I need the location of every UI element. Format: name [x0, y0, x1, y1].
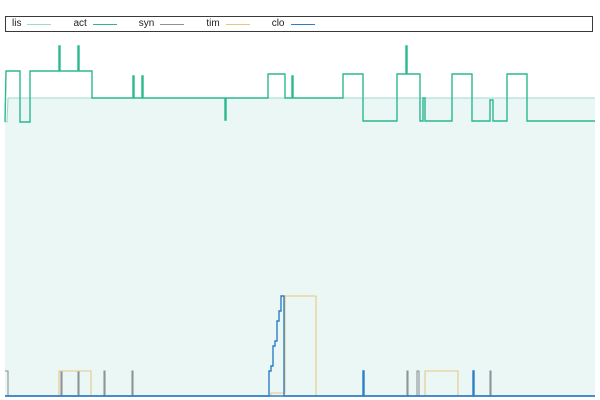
series-line-tim	[5, 295, 595, 397]
series-area-lis	[5, 98, 595, 396]
legend-label: clo	[271, 18, 285, 29]
legend-item-clo: clo	[272, 17, 315, 31]
legend-label: act	[73, 18, 87, 29]
series-line-act	[4, 45, 595, 123]
legend-label: lis	[12, 18, 22, 29]
legend-swatch	[92, 23, 117, 25]
legend-swatch	[27, 23, 52, 25]
legend: lis act syn tim clo	[5, 16, 593, 32]
legend-item-tim: tim	[206, 17, 250, 31]
legend-swatch	[290, 23, 315, 25]
legend-label: tim	[206, 18, 220, 29]
series-line-syn	[5, 370, 595, 397]
legend-item-lis: lis	[12, 17, 52, 31]
legend-label: syn	[138, 18, 155, 29]
legend-item-act: act	[73, 17, 117, 31]
legend-item-syn: syn	[139, 17, 185, 31]
legend-swatch	[225, 23, 250, 25]
legend-swatch	[160, 23, 185, 25]
